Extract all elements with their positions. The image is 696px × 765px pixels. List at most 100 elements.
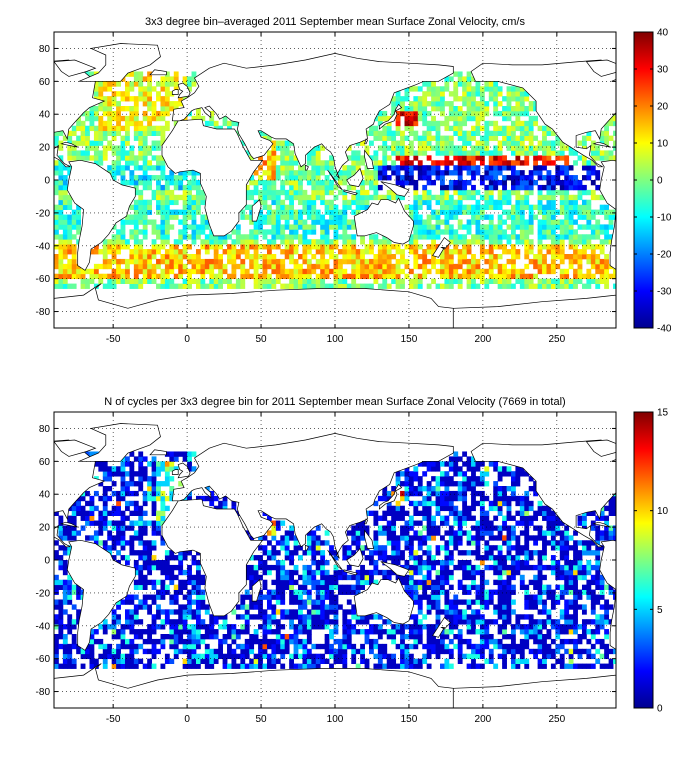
heatmap-cell [276,279,281,284]
heatmap-cell [502,116,507,121]
heatmap-cell [223,239,228,244]
heatmap-cell [342,629,347,634]
heatmap-cell [427,244,432,249]
heatmap-cell [467,190,472,195]
heatmap-cell [258,165,263,170]
heatmap-cell [187,200,192,205]
heatmap-cell [307,599,312,604]
heatmap-cell [458,254,463,259]
heatmap-cell [316,595,321,600]
heatmap-cell [458,136,463,141]
heatmap-cell [422,141,427,146]
heatmap-cell [515,215,520,220]
heatmap-cell [436,496,441,501]
heatmap-cell [320,259,325,264]
heatmap-cell [289,269,294,274]
heatmap-cell [453,456,458,461]
heatmap-cell [240,664,245,669]
heatmap-cell [444,121,449,126]
heatmap-cell [515,170,520,175]
heatmap-cell [529,259,534,264]
heatmap-cell [431,101,436,106]
heatmap-cell [214,649,219,654]
heatmap-cell [356,535,361,540]
heatmap-cell [453,155,458,160]
heatmap-cell [369,170,374,175]
heatmap-cell [413,629,418,634]
heatmap-cell [316,180,321,185]
heatmap-cell [267,264,272,269]
heatmap-cell [89,141,94,146]
heatmap-cell [302,229,307,234]
heatmap-cell [85,501,90,506]
heatmap-cell [369,269,374,274]
heatmap-cell [422,535,427,540]
heatmap-cell [569,205,574,210]
heatmap-cell [294,175,299,180]
heatmap-cell [134,175,139,180]
heatmap-cell [143,664,148,669]
heatmap-cell [351,609,356,614]
heatmap-cell [436,560,441,565]
heatmap-cell [258,279,263,284]
heatmap-cell [187,614,192,619]
heatmap-cell [112,274,117,279]
heatmap-cell [169,210,174,215]
heatmap-cell [520,195,525,200]
heatmap-cell [112,659,117,664]
heatmap-cell [81,126,86,131]
heatmap-cell [58,629,63,634]
heatmap-cell [400,165,405,170]
heatmap-cell [240,659,245,664]
heatmap-cell [263,274,268,279]
heatmap-cell [440,229,445,234]
heatmap-cell [351,624,356,629]
heatmap-cell [245,234,250,239]
heatmap-cell [422,111,427,116]
heatmap-cell [440,160,445,165]
heatmap-cell [462,234,467,239]
heatmap-cell [405,96,410,101]
heatmap-cell [418,560,423,565]
heatmap-cell [569,219,574,224]
heatmap-cell [484,259,489,264]
heatmap-cell [413,521,418,526]
y-tick-label: -40 [36,241,51,252]
heatmap-cell [524,136,529,141]
heatmap-cell [325,175,330,180]
heatmap-cell [405,91,410,96]
heatmap-cell [107,535,112,540]
heatmap-cell [325,274,330,279]
heatmap-cell [94,264,99,269]
heatmap-cell [471,274,476,279]
heatmap-cell [129,481,134,486]
heatmap-cell [152,619,157,624]
heatmap-cell [54,550,59,555]
heatmap-cell [302,664,307,669]
heatmap-cell [58,200,63,205]
heatmap-cell [143,210,148,215]
heatmap-cell [67,580,72,585]
heatmap-cell [178,195,183,200]
heatmap-cell [524,264,529,269]
heatmap-cell [94,126,99,131]
heatmap-cell [98,644,103,649]
heatmap-cell [223,634,228,639]
heatmap-cell [515,254,520,259]
heatmap-cell [231,274,236,279]
heatmap-cell [546,249,551,254]
heatmap-cell [138,279,143,284]
heatmap-cell [502,126,507,131]
heatmap-cell [591,244,596,249]
heatmap-cell [538,126,543,131]
heatmap-cell [63,609,68,614]
heatmap-cell [276,585,281,590]
heatmap-cell [58,264,63,269]
heatmap-cell [471,86,476,91]
heatmap-cell [427,560,432,565]
heatmap-cell [436,101,441,106]
heatmap-cell [147,659,152,664]
heatmap-cell [298,614,303,619]
heatmap-cell [471,111,476,116]
heatmap-cell [143,141,148,146]
